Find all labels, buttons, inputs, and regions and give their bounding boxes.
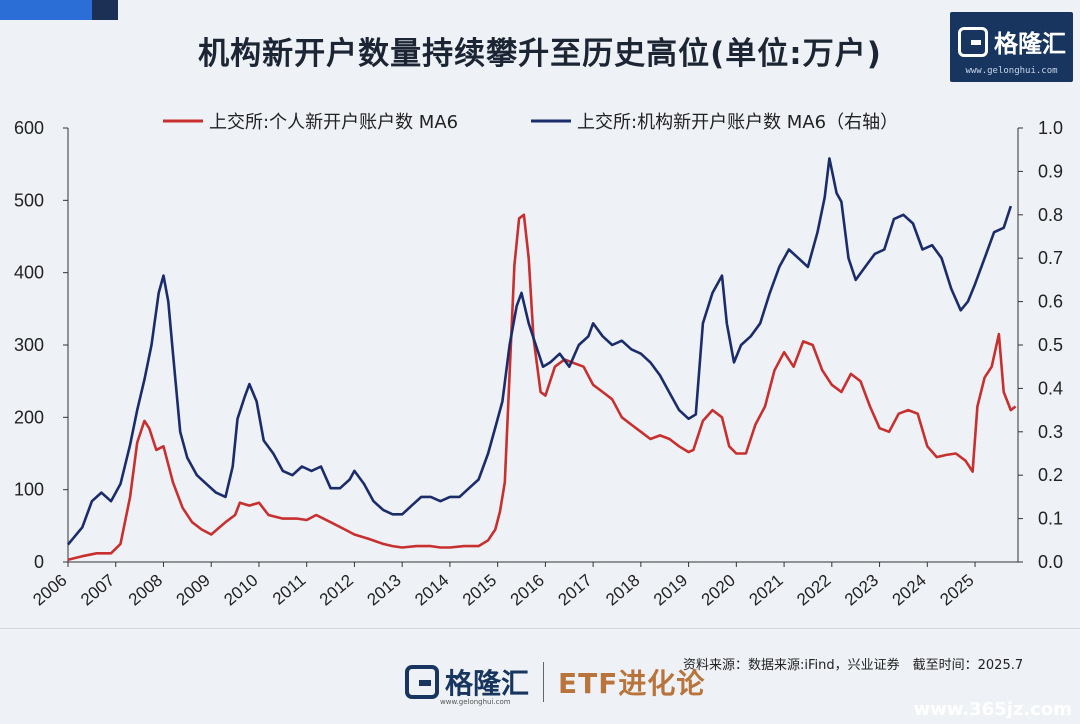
y-right-tick-label: 0.1 (1038, 509, 1063, 529)
x-tick-label: 2025 (936, 571, 977, 610)
footer-g-icon (405, 665, 439, 699)
x-tick-label: 2014 (411, 571, 452, 610)
x-tick-label: 2022 (793, 571, 834, 610)
x-tick-label: 2019 (650, 571, 691, 610)
x-tick-label: 2018 (602, 571, 643, 610)
chart-title: 机构新开户数量持续攀升至历史高位(单位:万户) (198, 36, 882, 72)
x-tick-label: 2012 (316, 571, 357, 610)
y-right-tick-label: 0.7 (1038, 248, 1063, 268)
series-line-2 (66, 157, 1013, 546)
x-tick-label: 2009 (173, 571, 214, 610)
x-tick-label: 2008 (125, 571, 166, 610)
y-right-tick-label: 0.5 (1038, 335, 1063, 355)
brand-g-icon (958, 26, 988, 57)
x-tick-label: 2020 (698, 571, 739, 610)
brand-logo-box: 格隆汇 www.gelonghui.com (950, 12, 1073, 82)
footer-logo: 格隆汇 www.gelonghui.com ETF进化论 (405, 662, 706, 706)
brand-url: www.gelonghui.com (965, 66, 1058, 76)
top-left-banner-dark (92, 0, 118, 20)
y-right-tick-label: 0.3 (1038, 422, 1063, 442)
y-right-tick-label: 1.0 (1038, 118, 1063, 138)
footer-logo-separator (543, 662, 545, 702)
y-right-tick-label: 0.9 (1038, 161, 1063, 181)
line-chart: 0 100 200 300 400 500 600 0.0 0.1 0.2 0.3 0.4 0.5 0.6… (14, 112, 1063, 610)
x-tick-label: 2021 (745, 571, 786, 610)
top-left-banner (0, 0, 118, 20)
y-left-tick-label: 300 (14, 335, 44, 355)
x-tick-label: 2010 (220, 571, 261, 610)
brand-name: 格隆汇 (994, 30, 1066, 58)
x-tick-label: 2016 (507, 571, 548, 610)
x-tick-label: 2015 (459, 571, 500, 610)
footer-program-name: ETF进化论 (558, 667, 706, 700)
footer-logo-url: www.gelonghui.com (440, 698, 511, 706)
y-right-tick-label: 0.4 (1038, 378, 1063, 398)
x-tick-label: 2011 (269, 571, 309, 609)
legend-label-1: 上交所:个人新开户账户数 MA6 (209, 112, 458, 133)
footer-logo-name: 格隆汇 (445, 667, 530, 700)
x-tick-label: 2013 (364, 571, 405, 610)
y-left-tick-label: 600 (14, 118, 44, 138)
legend-label-2: 上交所:机构新开户账户数 MA6（右轴） (577, 112, 898, 133)
x-tick-label: 2007 (77, 571, 118, 610)
y-right-tick-label: 0.0 (1038, 552, 1063, 572)
series-line-1 (67, 213, 1017, 562)
y-right-tick-label: 0.6 (1038, 292, 1063, 312)
y-left-tick-label: 200 (14, 407, 44, 427)
x-tick-label: 2006 (29, 571, 70, 610)
y-left-tick-label: 0 (34, 552, 44, 572)
y-left-tick-label: 400 (14, 263, 44, 283)
x-tick-label: 2023 (841, 571, 882, 610)
y-left-tick-label: 100 (14, 480, 44, 500)
y-left-tick-label: 500 (14, 190, 44, 210)
footer-divider (0, 628, 1080, 629)
watermark: www.365jz.com (913, 699, 1072, 720)
y-right-tick-label: 0.8 (1038, 205, 1063, 225)
source-note: 资料来源：数据来源:iFind，兴业证券 截至时间：2025.7 (683, 658, 1024, 673)
y-right-tick-label: 0.2 (1038, 465, 1063, 485)
x-tick-label: 2017 (555, 571, 596, 610)
x-tick-label: 2024 (889, 571, 930, 610)
